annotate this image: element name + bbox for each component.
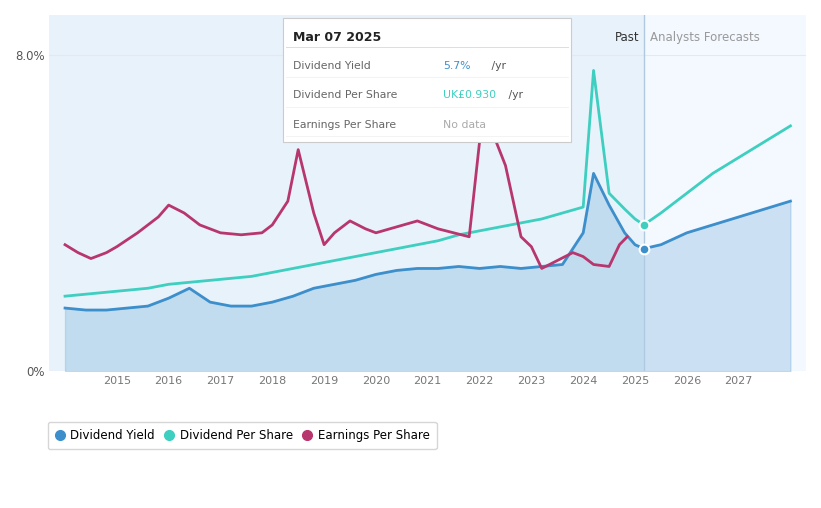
Legend: Dividend Yield, Dividend Per Share, Earnings Per Share: Dividend Yield, Dividend Per Share, Earn… xyxy=(48,422,437,449)
Text: /yr: /yr xyxy=(505,90,523,101)
Text: Dividend Per Share: Dividend Per Share xyxy=(293,90,397,101)
Text: /yr: /yr xyxy=(488,61,507,71)
Bar xyxy=(644,15,806,371)
Text: UK£0.930: UK£0.930 xyxy=(443,90,497,101)
Bar xyxy=(49,15,644,371)
Text: No data: No data xyxy=(443,120,486,130)
Text: Dividend Yield: Dividend Yield xyxy=(293,61,371,71)
Text: Earnings Per Share: Earnings Per Share xyxy=(293,120,397,130)
Text: Past: Past xyxy=(615,31,640,44)
Text: Analysts Forecasts: Analysts Forecasts xyxy=(650,31,760,44)
Text: Mar 07 2025: Mar 07 2025 xyxy=(293,30,381,44)
Text: 5.7%: 5.7% xyxy=(443,61,470,71)
